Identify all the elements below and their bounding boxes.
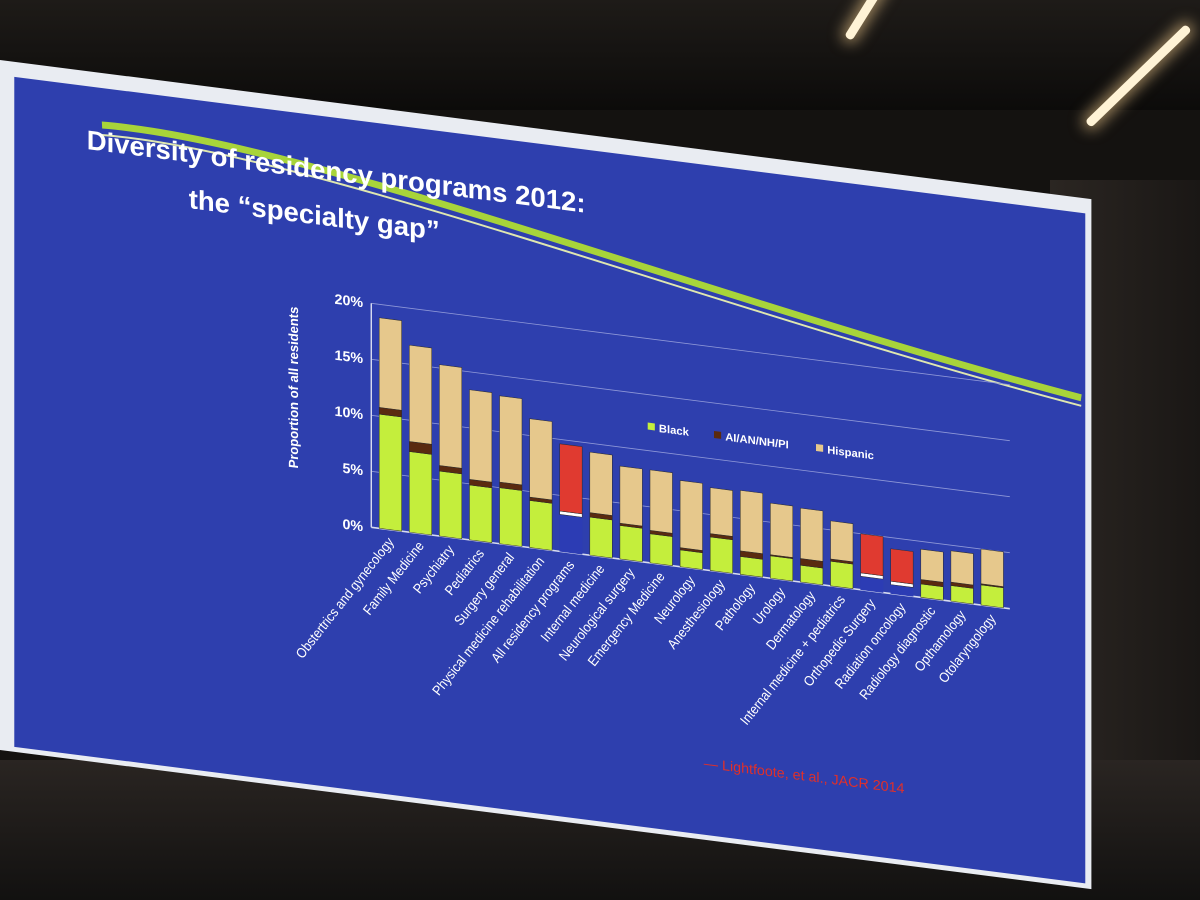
legend-label: Hispanic [827, 445, 874, 463]
bar-segment-hispanic [649, 469, 673, 534]
bar-group [830, 520, 854, 589]
bar-group [559, 443, 583, 555]
bar-segment-black [439, 470, 463, 540]
legend-swatch [713, 430, 722, 439]
bar-group [709, 487, 733, 574]
bar-segment-hispanic [920, 548, 944, 583]
legend-swatch [815, 443, 824, 452]
legend-label: Black [659, 423, 690, 439]
bar-group [770, 502, 794, 582]
bar-segment-hispanic [529, 418, 553, 501]
bar-group [529, 418, 553, 551]
y-tick-label: 10% [335, 404, 364, 423]
bar-segment-hispanic [800, 507, 824, 562]
bar-segment-hispanic [439, 364, 463, 469]
bar-group [980, 548, 1004, 609]
bar-group [439, 364, 463, 540]
bar-segment-hispanic [378, 317, 402, 411]
gridline [371, 358, 1010, 442]
bar-segment-hispanic [950, 550, 974, 586]
bar-group [589, 451, 613, 559]
bar-segment-hispanic [499, 395, 523, 486]
bar-segment-black [559, 514, 583, 555]
bar-segment-black [619, 525, 643, 563]
y-tick-label: 15% [335, 348, 364, 367]
bar-segment-hispanic [589, 451, 613, 516]
gridline [371, 302, 1010, 386]
bar-segment-hispanic [559, 443, 583, 515]
bar-segment-hispanic [890, 548, 914, 585]
chart-bars [378, 317, 1004, 609]
y-tick-label: 20% [335, 292, 364, 311]
bar-segment-black [378, 413, 402, 532]
bar-group [740, 490, 763, 578]
bar-segment-black [409, 451, 432, 536]
bar-segment-black [589, 516, 613, 559]
y-axis-label: Proportion of all residents [286, 306, 301, 470]
bar-segment-black [679, 549, 703, 570]
bar-segment-black [499, 487, 523, 547]
bar-segment-hispanic [740, 490, 763, 554]
bar-segment-black [469, 484, 493, 543]
bar-segment-hispanic [409, 344, 432, 445]
bar-group [378, 317, 402, 532]
bar-segment-hispanic [619, 465, 643, 527]
bar-segment-black [950, 585, 974, 605]
bar-segment-black [740, 556, 763, 578]
bar-group [860, 533, 884, 593]
bar-segment-hispanic [770, 502, 794, 558]
bar-group [469, 389, 493, 543]
bar-segment-hispanic [469, 389, 493, 483]
bar-group [920, 548, 944, 601]
y-tick-label: 0% [342, 517, 363, 535]
bar-segment-black [830, 560, 854, 589]
bar-segment-hispanic [830, 520, 854, 563]
bar-segment-black [529, 500, 553, 551]
bar-group [890, 548, 914, 597]
bar-segment-black [980, 584, 1004, 609]
bar-segment-hispanic [709, 487, 733, 537]
legend-swatch [647, 422, 655, 431]
bar-segment-hispanic [980, 548, 1004, 587]
bar-group [649, 469, 673, 566]
bar-segment-black [709, 536, 733, 574]
bar-group [950, 550, 974, 605]
bar-group [619, 465, 643, 563]
bar-segment-hispanic [679, 480, 703, 551]
accent-ribbon [101, 121, 1082, 402]
accent-ribbon-thin [101, 133, 1082, 407]
bar-segment-black [770, 555, 794, 582]
bar-group [679, 480, 703, 570]
bar-segment-hispanic [860, 533, 884, 577]
bar-group [409, 344, 432, 536]
y-axis-ticks: 0% 5% 10% 15% 20% [335, 292, 364, 535]
bar-segment-black [649, 533, 673, 566]
bar-segment-black [800, 564, 824, 586]
bar-group [800, 507, 824, 586]
y-tick-label: 5% [342, 461, 363, 479]
bar-group [499, 395, 523, 547]
